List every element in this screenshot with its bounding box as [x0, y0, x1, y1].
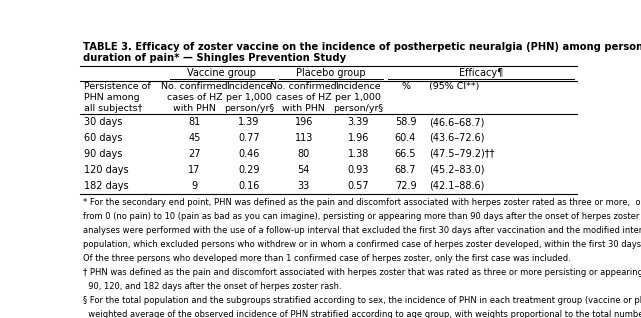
Text: 66.5: 66.5	[395, 149, 416, 159]
Text: Of the three persons who developed more than 1 confirmed case of herpes zoster, : Of the three persons who developed more …	[83, 254, 570, 263]
Text: Incidence
per 1,000
person/yr§: Incidence per 1,000 person/yr§	[333, 82, 383, 113]
Text: from 0 (no pain) to 10 (pain as bad as you can imagine), persisting or appearing: from 0 (no pain) to 10 (pain as bad as y…	[83, 212, 641, 221]
Text: 68.7: 68.7	[395, 165, 416, 175]
Text: 90 days: 90 days	[83, 149, 122, 159]
Text: No. confirmed
cases of HZ
with PHN: No. confirmed cases of HZ with PHN	[161, 82, 228, 113]
Text: Placebo group: Placebo group	[296, 67, 366, 78]
Text: %: %	[401, 82, 410, 91]
Text: (46.6–68.7): (46.6–68.7)	[429, 117, 484, 127]
Text: 9: 9	[191, 181, 197, 191]
Text: (43.6–72.6): (43.6–72.6)	[429, 133, 485, 143]
Text: Incidence
per 1,000
person/yr§: Incidence per 1,000 person/yr§	[224, 82, 274, 113]
Text: 0.57: 0.57	[347, 181, 369, 191]
Text: † PHN was defined as the pain and discomfort associated with herpes zoster that : † PHN was defined as the pain and discom…	[83, 268, 641, 277]
Text: 0.46: 0.46	[238, 149, 260, 159]
Text: 196: 196	[294, 117, 313, 127]
Text: 182 days: 182 days	[83, 181, 128, 191]
Text: (47.5–79.2)††: (47.5–79.2)††	[429, 149, 494, 159]
Text: (95% CI**): (95% CI**)	[429, 82, 479, 91]
Text: (45.2–83.0): (45.2–83.0)	[429, 165, 485, 175]
Text: 60 days: 60 days	[83, 133, 122, 143]
Text: 0.16: 0.16	[238, 181, 260, 191]
Text: 113: 113	[294, 133, 313, 143]
Text: population, which excluded persons who withdrew or in whom a confirmed case of h: population, which excluded persons who w…	[83, 240, 641, 249]
Text: 72.9: 72.9	[395, 181, 416, 191]
Text: weighted average of the observed incidence of PHN stratified according to age gr: weighted average of the observed inciden…	[83, 310, 641, 318]
Text: 90, 120, and 182 days after the onset of herpes zoster rash.: 90, 120, and 182 days after the onset of…	[83, 282, 341, 291]
Text: 58.9: 58.9	[395, 117, 416, 127]
Text: analyses were performed with the use of a follow-up interval that excluded the f: analyses were performed with the use of …	[83, 226, 641, 235]
Text: Efficacy¶: Efficacy¶	[459, 67, 503, 78]
Text: 0.77: 0.77	[238, 133, 260, 143]
Text: 3.39: 3.39	[347, 117, 369, 127]
Text: 1.38: 1.38	[347, 149, 369, 159]
Text: 1.96: 1.96	[347, 133, 369, 143]
Text: * For the secondary end point, PHN was defined as the pain and discomfort associ: * For the secondary end point, PHN was d…	[83, 198, 641, 207]
Text: (42.1–88.6): (42.1–88.6)	[429, 181, 484, 191]
Text: No. confirmed
cases of HZ
with PHN: No. confirmed cases of HZ with PHN	[271, 82, 337, 113]
Text: Vaccine group: Vaccine group	[187, 67, 256, 78]
Text: Persistence of
PHN among
all subjects†: Persistence of PHN among all subjects†	[83, 82, 151, 113]
Text: 60.4: 60.4	[395, 133, 416, 143]
Text: 120 days: 120 days	[83, 165, 128, 175]
Text: 0.93: 0.93	[347, 165, 369, 175]
Text: 17: 17	[188, 165, 201, 175]
Text: § For the total population and the subgroups stratified according to sex, the in: § For the total population and the subgr…	[83, 296, 641, 305]
Text: 45: 45	[188, 133, 201, 143]
Text: 1.39: 1.39	[238, 117, 260, 127]
Text: 81: 81	[188, 117, 201, 127]
Text: TABLE 3. Efficacy of zoster vaccine on the incidence of postherpetic neuralgia (: TABLE 3. Efficacy of zoster vaccine on t…	[83, 42, 641, 63]
Text: 80: 80	[297, 149, 310, 159]
Text: 0.29: 0.29	[238, 165, 260, 175]
Text: 27: 27	[188, 149, 201, 159]
Text: 30 days: 30 days	[83, 117, 122, 127]
Text: 54: 54	[297, 165, 310, 175]
Text: 33: 33	[297, 181, 310, 191]
